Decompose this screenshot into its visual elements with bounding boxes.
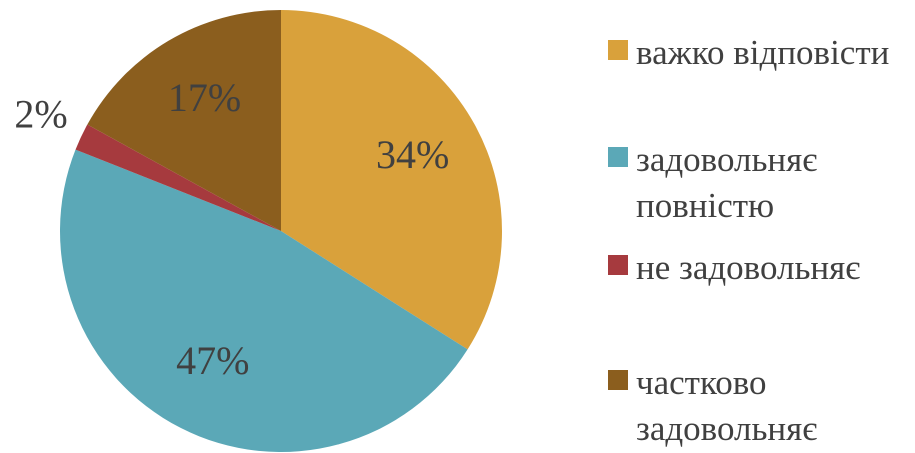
pie-slice — [75, 124, 281, 231]
legend-swatch — [608, 370, 628, 390]
legend-label: не задовольняє — [636, 248, 861, 287]
legend-item: не задовольняє — [608, 245, 913, 291]
legend-item: важко відповісти — [608, 30, 913, 76]
legend-swatch — [608, 40, 628, 60]
legend-swatch — [608, 255, 628, 275]
legend-item: частково задовольняє — [608, 360, 913, 452]
data-label: 34% — [376, 132, 449, 177]
legend-item: задовольняє повністю — [608, 137, 913, 229]
pie-slice — [87, 10, 281, 231]
chart: 34% 47% 2% 17% — [14, 10, 502, 452]
data-label: 47% — [176, 338, 249, 383]
legend-label: задовольняє повністю — [636, 140, 818, 225]
legend-swatch — [608, 147, 628, 167]
pie-slice — [281, 10, 502, 350]
legend-label: частково задовольняє — [636, 363, 818, 448]
data-label: 2% — [14, 91, 67, 136]
pie-slice — [60, 149, 468, 452]
legend-label: важко відповісти — [636, 33, 890, 72]
data-label: 17% — [168, 75, 241, 120]
